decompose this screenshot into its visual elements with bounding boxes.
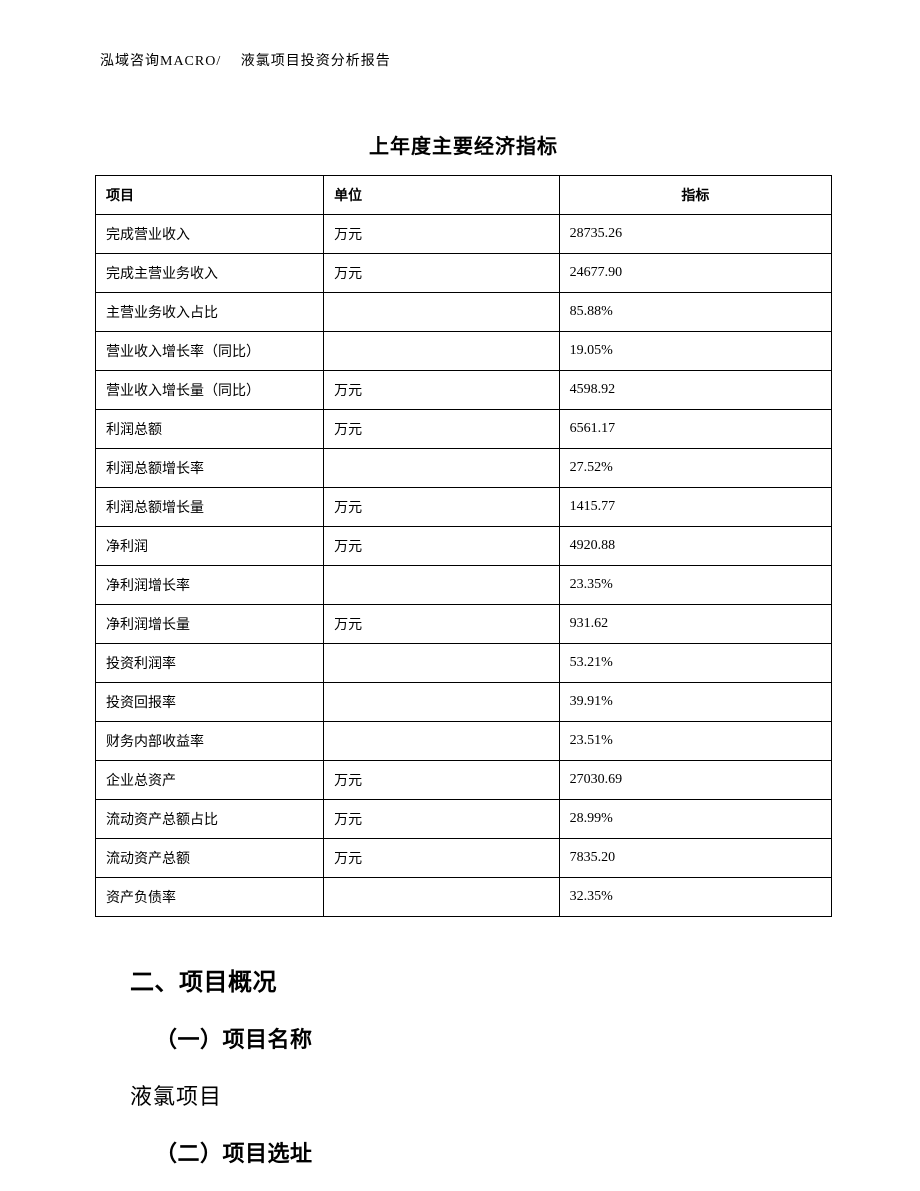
body-project-name: 液氯项目 [130, 1079, 832, 1111]
cell-item: 投资回报率 [96, 683, 324, 722]
table-row: 投资回报率 39.91% [96, 683, 832, 722]
table-row: 利润总额增长率 27.52% [96, 449, 832, 488]
cell-unit: 万元 [324, 605, 560, 644]
cell-value: 85.88% [559, 293, 831, 332]
cell-unit: 万元 [324, 488, 560, 527]
cell-unit [324, 878, 560, 917]
cell-value: 7835.20 [559, 839, 831, 878]
table-row: 净利润增长率 23.35% [96, 566, 832, 605]
table-row: 利润总额万元6561.17 [96, 410, 832, 449]
cell-unit [324, 644, 560, 683]
cell-unit [324, 293, 560, 332]
section-heading-overview: 二、项目概况 [130, 962, 832, 997]
cell-item: 利润总额增长率 [96, 449, 324, 488]
cell-item: 流动资产总额 [96, 839, 324, 878]
table-row: 企业总资产万元27030.69 [96, 761, 832, 800]
cell-unit: 万元 [324, 839, 560, 878]
cell-unit: 万元 [324, 410, 560, 449]
table-row: 净利润增长量万元931.62 [96, 605, 832, 644]
table-header-row: 项目 单位 指标 [96, 176, 832, 215]
table-row: 利润总额增长量万元1415.77 [96, 488, 832, 527]
table-row: 流动资产总额万元7835.20 [96, 839, 832, 878]
cell-item: 利润总额 [96, 410, 324, 449]
cell-item: 完成营业收入 [96, 215, 324, 254]
cell-unit [324, 722, 560, 761]
cell-item: 资产负债率 [96, 878, 324, 917]
cell-unit [324, 332, 560, 371]
cell-value: 28.99% [559, 800, 831, 839]
table-row: 财务内部收益率 23.51% [96, 722, 832, 761]
table-row: 流动资产总额占比万元28.99% [96, 800, 832, 839]
table-row: 资产负债率 32.35% [96, 878, 832, 917]
cell-item: 营业收入增长量（同比） [96, 371, 324, 410]
cell-item: 净利润增长量 [96, 605, 324, 644]
sub-heading-project-location: （二）项目选址 [155, 1136, 832, 1168]
table-row: 净利润万元4920.88 [96, 527, 832, 566]
cell-value: 32.35% [559, 878, 831, 917]
cell-value: 39.91% [559, 683, 831, 722]
cell-item: 营业收入增长率（同比） [96, 332, 324, 371]
cell-value: 27.52% [559, 449, 831, 488]
col-header-value: 指标 [559, 176, 831, 215]
cell-item: 主营业务收入占比 [96, 293, 324, 332]
cell-item: 利润总额增长量 [96, 488, 324, 527]
cell-value: 23.51% [559, 722, 831, 761]
cell-value: 6561.17 [559, 410, 831, 449]
cell-value: 1415.77 [559, 488, 831, 527]
table-row: 完成营业收入万元28735.26 [96, 215, 832, 254]
table-row: 投资利润率 53.21% [96, 644, 832, 683]
cell-value: 53.21% [559, 644, 831, 683]
sub-heading-project-name: （一）项目名称 [155, 1022, 832, 1054]
cell-unit [324, 449, 560, 488]
cell-item: 企业总资产 [96, 761, 324, 800]
cell-item: 流动资产总额占比 [96, 800, 324, 839]
table-row: 主营业务收入占比 85.88% [96, 293, 832, 332]
cell-unit: 万元 [324, 215, 560, 254]
cell-unit: 万元 [324, 800, 560, 839]
cell-value: 24677.90 [559, 254, 831, 293]
table-title: 上年度主要经济指标 [95, 130, 832, 159]
cell-value: 931.62 [559, 605, 831, 644]
cell-value: 4598.92 [559, 371, 831, 410]
cell-unit [324, 566, 560, 605]
cell-unit: 万元 [324, 254, 560, 293]
cell-value: 19.05% [559, 332, 831, 371]
page-header-text: 泓域咨询MACRO/ 液氯项目投资分析报告 [100, 50, 832, 70]
table-row: 营业收入增长率（同比） 19.05% [96, 332, 832, 371]
cell-value: 28735.26 [559, 215, 831, 254]
cell-item: 净利润 [96, 527, 324, 566]
cell-value: 4920.88 [559, 527, 831, 566]
cell-value: 27030.69 [559, 761, 831, 800]
cell-unit: 万元 [324, 761, 560, 800]
col-header-item: 项目 [96, 176, 324, 215]
cell-unit: 万元 [324, 527, 560, 566]
table-row: 营业收入增长量（同比）万元4598.92 [96, 371, 832, 410]
cell-unit: 万元 [324, 371, 560, 410]
cell-item: 财务内部收益率 [96, 722, 324, 761]
cell-unit [324, 683, 560, 722]
col-header-unit: 单位 [324, 176, 560, 215]
cell-item: 净利润增长率 [96, 566, 324, 605]
cell-item: 完成主营业务收入 [96, 254, 324, 293]
cell-item: 投资利润率 [96, 644, 324, 683]
economic-indicators-table: 项目 单位 指标 完成营业收入万元28735.26 完成主营业务收入万元2467… [95, 175, 832, 917]
table-row: 完成主营业务收入万元24677.90 [96, 254, 832, 293]
cell-value: 23.35% [559, 566, 831, 605]
